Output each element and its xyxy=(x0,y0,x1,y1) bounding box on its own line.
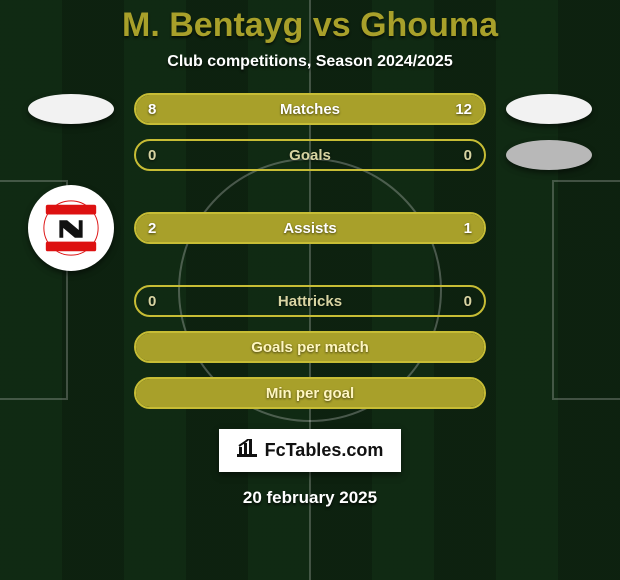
avatar-placeholder-ellipse xyxy=(28,94,114,124)
stat-fill-left xyxy=(136,95,275,123)
stat-value-left: 2 xyxy=(148,220,156,237)
stat-value-right: 1 xyxy=(464,220,472,237)
stat-row: 8 Matches 12 xyxy=(0,93,620,125)
stat-value-left: 8 xyxy=(148,101,156,118)
stat-fill-left xyxy=(136,333,484,361)
stat-label: Goals xyxy=(136,147,484,164)
stat-value-right: 0 xyxy=(464,293,472,310)
stat-label: Hattricks xyxy=(136,293,484,310)
stat-bar-goals: 0 Goals 0 xyxy=(134,139,486,171)
page-subtitle: Club competitions, Season 2024/2025 xyxy=(167,53,452,71)
stat-bar-gpm: Goals per match xyxy=(134,331,486,363)
stat-bar-assists: 2 Assists 1 xyxy=(134,212,486,244)
club-placeholder-ellipse xyxy=(506,140,592,170)
player-right-badge-mid xyxy=(504,140,594,170)
stat-fill-left xyxy=(136,214,366,242)
brand-text: FcTables.com xyxy=(265,440,384,461)
page-title: M. Bentayg vs Ghouma xyxy=(122,6,498,45)
stat-value-left: 0 xyxy=(148,147,156,164)
stat-row: 0 Hattricks 0 xyxy=(0,285,620,317)
brand-badge[interactable]: FcTables.com xyxy=(219,429,402,472)
date-text: 20 february 2025 xyxy=(243,488,377,508)
stat-row: Goals per match xyxy=(0,331,620,363)
stat-row: Min per goal xyxy=(0,377,620,409)
stat-row: 2 Assists 1 xyxy=(0,185,620,271)
avatar-placeholder-ellipse xyxy=(506,94,592,124)
player-left-badge-mid xyxy=(26,185,116,271)
stat-value-right: 12 xyxy=(455,101,472,118)
player-right-badge-top xyxy=(504,94,594,124)
stat-bar-mpg: Min per goal xyxy=(134,377,486,409)
stat-fill-left xyxy=(136,379,484,407)
club-logo-icon xyxy=(28,185,114,271)
stat-bar-matches: 8 Matches 12 xyxy=(134,93,486,125)
stat-bar-hattricks: 0 Hattricks 0 xyxy=(134,285,486,317)
zamalek-crest-icon xyxy=(40,197,102,259)
player-left-badge-top xyxy=(26,94,116,124)
content-root: M. Bentayg vs Ghouma Club competitions, … xyxy=(0,0,620,580)
chart-icon xyxy=(237,439,257,462)
stat-row: 0 Goals 0 xyxy=(0,139,620,171)
stat-fill-right xyxy=(275,95,484,123)
stat-value-right: 0 xyxy=(464,147,472,164)
stat-value-left: 0 xyxy=(148,293,156,310)
